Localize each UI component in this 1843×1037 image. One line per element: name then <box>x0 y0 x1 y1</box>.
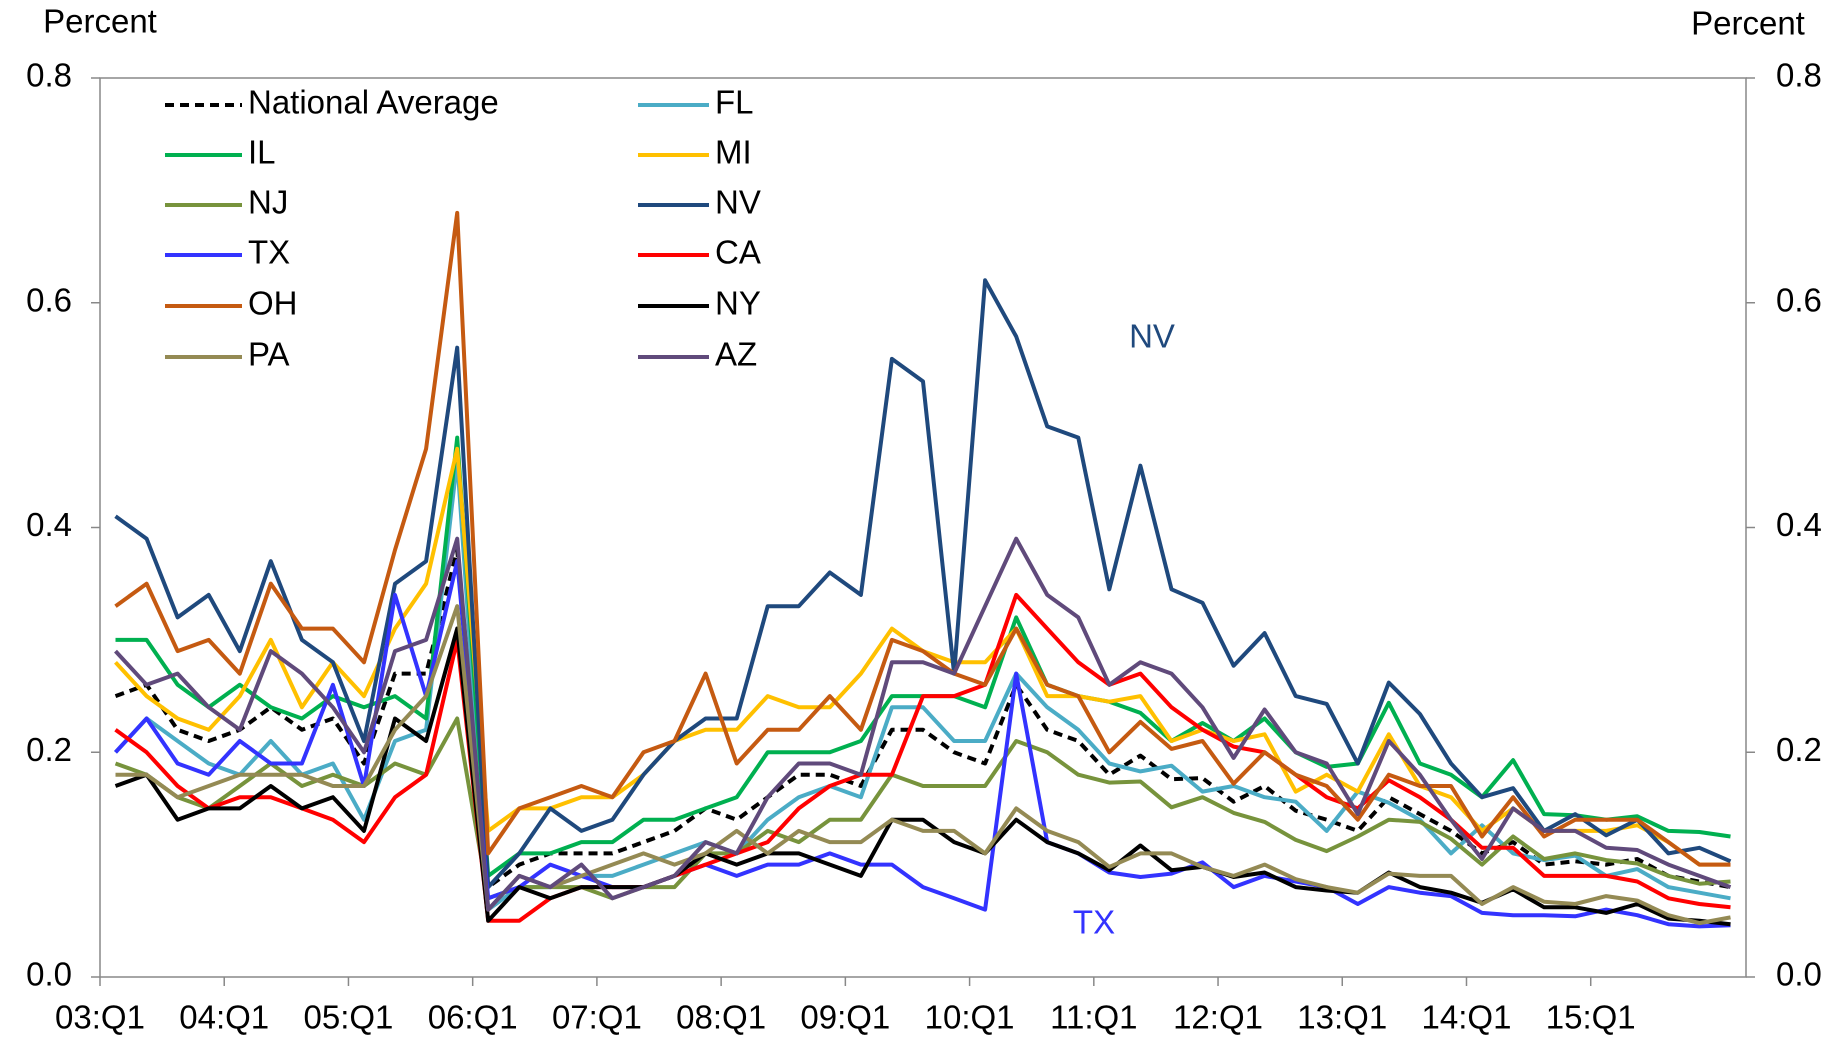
y2-tick-label: 0.0 <box>1776 956 1822 993</box>
y2-tick-label: 0.8 <box>1776 57 1822 94</box>
series-line <box>114 278 1732 890</box>
y2-tick-label: 0.2 <box>1776 731 1822 768</box>
x-tick-label: 08:Q1 <box>676 999 766 1036</box>
legend-label: MI <box>715 134 752 171</box>
series-line <box>115 604 1731 926</box>
y-tick-label: 0.8 <box>26 57 72 94</box>
y-tick-label: 0.2 <box>26 731 72 768</box>
x-tick-label: 09:Q1 <box>800 999 890 1036</box>
y2-axis-label: Percent <box>1691 5 1805 42</box>
series-line <box>114 626 1731 927</box>
legend-label: OH <box>248 285 298 322</box>
x-tick-label: 15:Q1 <box>1546 999 1636 1036</box>
x-tick-label: 05:Q1 <box>303 999 393 1036</box>
x-tick-label: 13:Q1 <box>1297 999 1387 1036</box>
x-tick-label: 03:Q1 <box>55 999 145 1036</box>
x-tick-label: 14:Q1 <box>1422 999 1512 1036</box>
x-tick-label: 10:Q1 <box>925 999 1015 1036</box>
legend-label: NV <box>715 184 761 221</box>
x-tick-label: 12:Q1 <box>1173 999 1263 1036</box>
legend-label: CA <box>715 234 761 271</box>
x-tick-label: 06:Q1 <box>428 999 518 1036</box>
x-tick-label: 04:Q1 <box>179 999 269 1036</box>
legend-label: AZ <box>715 336 757 373</box>
legend-label: NY <box>715 285 761 322</box>
legend-label: IL <box>248 134 276 171</box>
legend-label: PA <box>248 336 290 373</box>
series-line <box>114 458 1731 912</box>
x-tick-label: 11:Q1 <box>1050 999 1137 1036</box>
y-tick-label: 0.6 <box>26 281 72 318</box>
y-axis-label: Percent <box>43 3 157 40</box>
series-line <box>114 592 1731 923</box>
y-tick-label: 0.0 <box>26 956 72 993</box>
legend-label: TX <box>248 234 290 271</box>
series-line <box>114 536 1732 912</box>
series-line <box>114 548 1731 890</box>
series-line <box>114 559 1731 929</box>
series-line <box>114 210 1731 867</box>
annotation: NV <box>1129 318 1175 355</box>
legend-label: NJ <box>248 184 288 221</box>
legend-label: National Average <box>248 84 499 121</box>
annotation: TX <box>1073 904 1115 941</box>
legend-label: FL <box>715 84 754 121</box>
series-line <box>114 716 1731 901</box>
y2-tick-label: 0.4 <box>1776 506 1822 543</box>
x-tick-label: 07:Q1 <box>552 999 642 1036</box>
y-tick-label: 0.4 <box>26 506 72 543</box>
y2-tick-label: 0.6 <box>1776 281 1822 318</box>
